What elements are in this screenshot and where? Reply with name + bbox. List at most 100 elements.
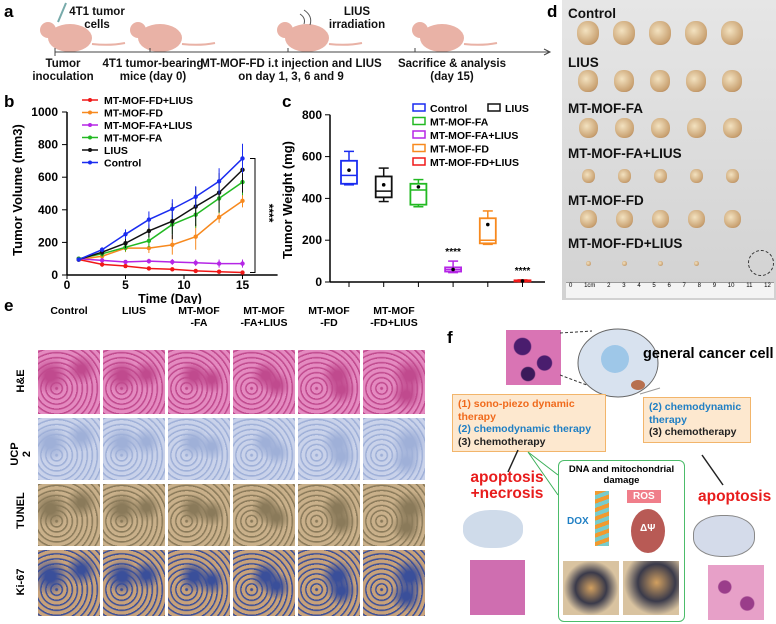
histology-row-label: UCP 2: [9, 442, 33, 466]
tumor-specimen: [579, 209, 597, 229]
histology-image: [298, 550, 360, 616]
data-point: [170, 242, 175, 248]
data-point: [216, 179, 222, 184]
damage-title: DNA and mitochondrial damage: [568, 464, 675, 486]
empty-tumor-circle: [748, 250, 774, 276]
significance-bracket: [250, 157, 256, 274]
histology-image: [233, 484, 295, 546]
mean-point: [381, 183, 386, 187]
legend-marker: [88, 123, 92, 127]
y-axis-label: Tumor Weight (mg): [280, 141, 295, 259]
histology-column-header: MT-MOF -FD+LIUS: [370, 305, 418, 329]
histology-image: [38, 484, 100, 546]
legend-marker: [88, 98, 92, 102]
histology-image: [298, 350, 360, 414]
tumor-specimen: [617, 168, 631, 183]
panel-label-a: a: [4, 2, 14, 21]
ros-label: ROS: [627, 490, 661, 503]
mean-point: [451, 267, 455, 272]
series-line: [78, 258, 243, 274]
histology-image: [363, 484, 425, 546]
tumor-specimen: [722, 70, 742, 92]
damage-box: DNA and mitochondrial damage DOX ROS ΔΨ: [558, 460, 685, 622]
data-point: [146, 245, 152, 251]
legend-marker: [88, 148, 92, 152]
ruler-number: 2: [607, 283, 611, 289]
y-tick-label: 400: [302, 191, 322, 205]
ruler-number: 6: [667, 283, 671, 289]
data-point: [146, 266, 152, 271]
arrows: [507, 387, 724, 496]
legend-label: LIUS: [104, 145, 128, 157]
panel-label-b: b: [4, 92, 15, 111]
mouse-icon: [40, 22, 126, 52]
mitochondria-icon: ΔΨ: [631, 509, 665, 553]
photo-label-fa-lius: MT-MOF-FA+LIUS: [568, 146, 682, 161]
histology-row-label: H&E: [15, 369, 27, 393]
tumor-specimen: [613, 21, 635, 46]
he-necrosis-image: [470, 560, 525, 615]
tumor-specimen: [650, 117, 670, 139]
x-tick-label: 0: [64, 278, 71, 292]
photo-label-lius: LIUS: [568, 55, 599, 70]
histology-image: [298, 418, 360, 480]
legend-marker: [88, 135, 92, 140]
mean-point: [416, 185, 421, 189]
histology-image: [168, 350, 230, 414]
therapy-chemo: (3) chemotherapy: [649, 426, 737, 438]
tumor-specimen: [649, 21, 671, 46]
box: [340, 159, 358, 185]
data-point: [240, 261, 245, 266]
legend-label: MT-MOF-FD: [104, 108, 163, 120]
data-point: [170, 219, 175, 224]
legend-marker: [88, 160, 92, 165]
data-point: [123, 232, 128, 237]
legend-label: MT-MOF-FA: [104, 133, 163, 145]
data-point: [146, 217, 152, 222]
data-point: [170, 206, 175, 212]
data-point: [99, 262, 105, 267]
box: [409, 182, 428, 206]
data-point: [146, 228, 152, 234]
ruler-number: 8: [697, 283, 701, 289]
legend-swatch: [412, 143, 426, 153]
legend-label: MT-MOF-FA+LIUS: [430, 130, 518, 142]
tumor-specimen: [621, 260, 627, 266]
series-line: [78, 157, 244, 261]
legend-label: MT-MOF-FA+LIUS: [104, 120, 192, 132]
y-tick-label: 600: [302, 150, 322, 164]
data-point: [240, 270, 245, 275]
mean-point: [520, 279, 525, 283]
annotation-lius: LIUS irradiation: [328, 6, 386, 31]
tumor-specimen: [581, 168, 595, 183]
ruler-number: 10: [727, 283, 735, 289]
ruler-number: 11: [746, 283, 753, 289]
tem-image: [563, 561, 619, 615]
mouse-icon: [277, 22, 363, 52]
series-line: [78, 169, 244, 261]
legend-label: Control: [430, 103, 467, 115]
tumor-specimen: [653, 168, 667, 183]
histology-image: [38, 350, 100, 414]
ruler: 0 1cm 2 3 4 5 6 7 8 9 10 11 12: [566, 282, 774, 298]
tumor-specimen: [689, 168, 703, 183]
legend-label: MT-MOF-FD+LIUS: [430, 157, 519, 169]
histology-image: [103, 350, 165, 414]
data-point: [193, 234, 198, 239]
he-apoptosis-image: [708, 565, 764, 620]
box: [478, 217, 497, 245]
tumor-specimen: [585, 260, 591, 266]
legend-swatch: [412, 130, 426, 139]
histology-image: [168, 484, 230, 546]
ruler-number: 12: [764, 283, 771, 289]
significance-label: ****: [445, 247, 461, 258]
legend-swatch: [412, 103, 426, 112]
panel-label-e: e: [4, 296, 14, 315]
tumor-specimen: [577, 21, 599, 46]
histology-image: [363, 350, 425, 414]
tumor-specimen: [650, 70, 670, 92]
data-point: [123, 259, 128, 265]
step-4: Sacrifice & analysis (day 15): [397, 58, 507, 83]
therapy-sono-piezo: (1) sono-piezo dynamic therapy: [458, 398, 575, 423]
psi-label: ΔΨ: [640, 523, 656, 534]
